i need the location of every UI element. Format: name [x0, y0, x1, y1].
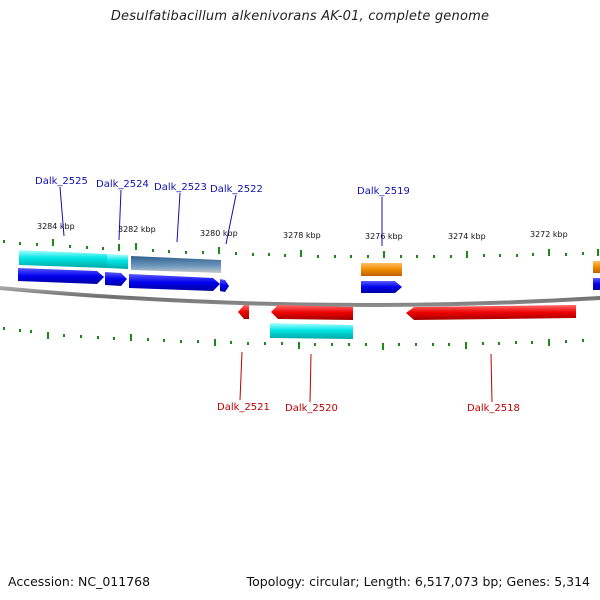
gene-arrow-reverse[interactable] [271, 305, 353, 320]
gene-arrow-forward[interactable] [105, 272, 127, 286]
genome-summary-text: Topology: circular; Length: 6,517,073 bp… [246, 574, 590, 589]
steel-feature[interactable] [131, 256, 221, 273]
gene-arrow-reverse[interactable] [406, 305, 576, 320]
forward-strand-genes [18, 268, 600, 293]
gene-arrow-forward[interactable] [129, 274, 220, 291]
gene-arrow-reverse[interactable] [238, 305, 249, 319]
gene-arrow-forward[interactable] [18, 268, 104, 284]
label-leaders [59, 186, 493, 403]
kbp-label: 3280 kbp [200, 229, 238, 238]
reverse-strand-genes [238, 305, 576, 320]
cyan-feature[interactable] [270, 323, 353, 339]
gene-arrow-forward[interactable] [361, 281, 402, 293]
cyan-feature[interactable] [19, 250, 107, 268]
gene-label: Dalk_2521 [217, 402, 270, 413]
kbp-label: 3284 kbp [37, 222, 75, 231]
kbp-label: 3282 kbp [118, 225, 156, 234]
gene-label: Dalk_2525 [35, 176, 88, 187]
gene-labels-reverse: Dalk_2521 Dalk_2520 Dalk_2518 [217, 402, 520, 414]
tick-track-lower [3, 327, 584, 350]
gene-labels-forward: Dalk_2525 Dalk_2524 Dalk_2523 Dalk_2522 … [35, 176, 410, 197]
kbp-label: 3276 kbp [365, 232, 403, 241]
feature-track-upper [19, 250, 600, 276]
cyan-feature[interactable] [107, 254, 128, 269]
orange-feature[interactable] [361, 263, 402, 276]
genome-title: Desulfatibacillum alkenivorans AK-01, co… [110, 9, 490, 24]
orange-feature[interactable] [593, 261, 600, 273]
tick-track-upper [3, 239, 599, 258]
gene-label: Dalk_2523 [154, 182, 207, 193]
kbp-label: 3272 kbp [530, 230, 568, 239]
gene-arrow-forward[interactable] [220, 279, 229, 292]
accession-text: Accession: NC_011768 [8, 574, 151, 589]
gene-label: Dalk_2520 [285, 403, 338, 414]
kbp-label: 3278 kbp [283, 231, 321, 240]
gene-label: Dalk_2522 [210, 184, 263, 195]
genome-backbone [0, 286, 600, 308]
kbp-label: 3274 kbp [448, 232, 486, 241]
gene-label: Dalk_2519 [357, 186, 410, 197]
gene-label: Dalk_2524 [96, 179, 149, 190]
kbp-scale-labels: 3284 kbp 3282 kbp 3280 kbp 3278 kbp 3276… [37, 222, 568, 241]
gene-arrow-forward[interactable] [593, 278, 600, 290]
gene-label: Dalk_2518 [467, 403, 520, 414]
